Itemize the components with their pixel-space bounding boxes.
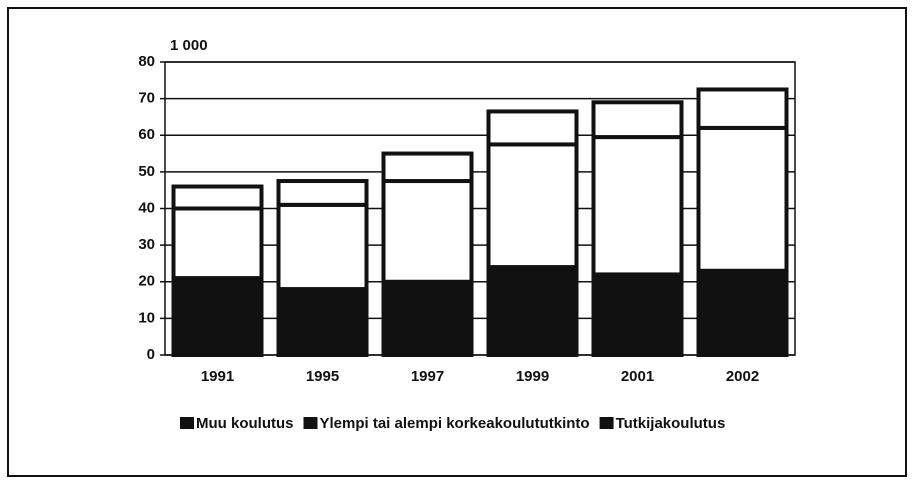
legend-swatch: [180, 417, 194, 429]
bar-segment: [381, 151, 474, 184]
bar-segment: [591, 272, 684, 357]
bar-segment: [696, 268, 789, 358]
bar-segment: [486, 142, 579, 270]
bar-segment: [276, 179, 369, 207]
bar-segment: [696, 87, 789, 130]
bar-segment: [591, 135, 684, 277]
y-tick-label: 60: [138, 126, 155, 143]
y-axis-unit: 1 000: [170, 37, 208, 54]
y-tick-label: 20: [138, 273, 155, 290]
x-tick-label: 1997: [411, 368, 444, 385]
x-tick-label: 1999: [516, 368, 549, 385]
x-tick-label: 1991: [201, 368, 234, 385]
bar-segment: [171, 206, 264, 281]
bar-segment: [276, 202, 369, 292]
y-tick-label: 70: [138, 90, 155, 107]
legend-swatch: [599, 417, 614, 429]
bar-segment: [171, 276, 264, 357]
y-tick-label: 30: [138, 236, 155, 253]
legend-label: Muu koulutus: [196, 415, 294, 432]
bar-segment: [276, 287, 369, 358]
bar-segment: [591, 100, 684, 140]
legend-swatch: [303, 417, 318, 429]
x-tick-label: 2002: [726, 368, 759, 385]
y-tick-label: 0: [147, 346, 155, 363]
bar-segment: [381, 179, 474, 284]
y-tick-label: 10: [138, 309, 155, 326]
x-tick-label: 1995: [306, 368, 339, 385]
bar-segment: [381, 279, 474, 357]
y-tick-label: 80: [138, 53, 155, 70]
x-tick-label: 2001: [621, 368, 654, 385]
legend-label: Ylempi tai alempi korkeakoulututkinto: [320, 415, 590, 432]
y-tick-label: 50: [138, 163, 155, 180]
legend-label: Tutkijakoulutus: [616, 415, 726, 432]
bar-segment: [486, 265, 579, 358]
bar-segment: [171, 184, 264, 211]
y-tick-label: 40: [138, 199, 155, 216]
bar-segment: [696, 125, 789, 273]
frame: [7, 7, 907, 477]
bar-segment: [486, 109, 579, 147]
